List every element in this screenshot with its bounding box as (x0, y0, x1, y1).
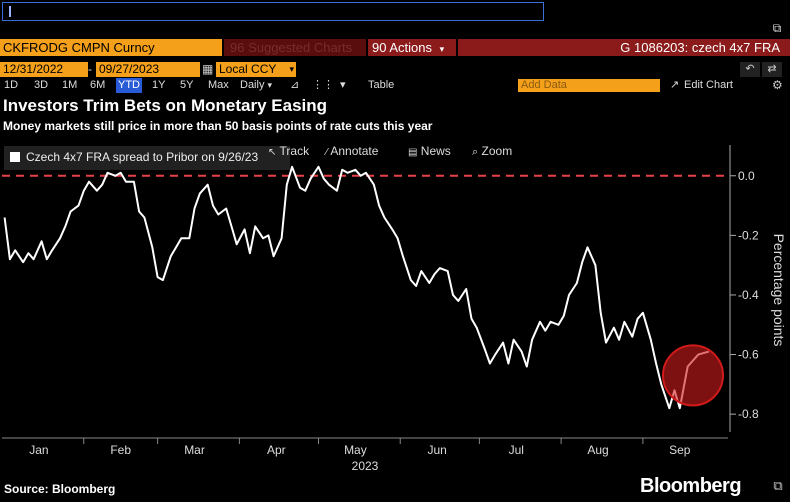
x-tick-label: Jul (509, 443, 524, 457)
period-1m[interactable]: 1M (62, 79, 78, 91)
frequency-label: Daily (240, 79, 265, 91)
annotate-tool[interactable]: ⁄ Annotate (326, 144, 378, 160)
x-tick-label: Mar (184, 443, 205, 457)
period-1y[interactable]: 1Y (152, 79, 166, 91)
period-5y[interactable]: 5Y (180, 79, 194, 91)
source-note: Source: Bloomberg (4, 482, 116, 496)
news-icon: ▤ (408, 147, 418, 158)
y-tick-label: -0.6 (738, 348, 759, 362)
y-tick-label: -0.8 (738, 407, 759, 421)
chevron-down-icon: ▾ (267, 80, 273, 90)
gear-icon[interactable]: ⚙ (772, 78, 783, 92)
x-axis-year-label: 2023 (352, 459, 379, 473)
redo-icon[interactable]: ⇄ (762, 62, 782, 77)
currency-label: Local CCY (219, 62, 277, 76)
period-max[interactable]: Max (208, 79, 229, 91)
chevron-down-icon: ▾ (439, 44, 445, 54)
actions-label: 90 Actions (372, 40, 432, 55)
legend-label: Czech 4x7 FRA spread to Pribor on 9/26/2… (26, 150, 259, 164)
news-tool[interactable]: ▤ News (408, 144, 451, 160)
cursor-icon: ↖ (268, 147, 277, 158)
chart-legend: Czech 4x7 FRA spread to Pribor on 9/26/2… (4, 146, 290, 170)
legend-swatch (10, 152, 20, 162)
highlight-circle (661, 344, 724, 407)
table-button[interactable]: Table (368, 79, 395, 91)
chevron-down-icon[interactable]: ▾ (340, 79, 346, 91)
start-date-field[interactable]: 12/31/2022 (0, 62, 88, 77)
popout-icon[interactable]: ⧉ (772, 21, 782, 35)
y-tick-label: -0.2 (738, 228, 759, 242)
x-tick-label: May (344, 443, 367, 457)
track-label: Track (279, 144, 310, 158)
track-tool[interactable]: ↖ Track (268, 144, 309, 160)
add-data-input[interactable]: Add Data (518, 79, 660, 92)
external-link-icon[interactable]: ⧉ (773, 478, 783, 493)
y-tick-label: -0.4 (738, 288, 759, 302)
actions-menu[interactable]: 90 Actions ▾ (368, 39, 456, 56)
zoom-tool[interactable]: ⌕ Zoom (472, 144, 512, 160)
period-6m[interactable]: 6M (90, 79, 106, 91)
bars-icon[interactable]: ⋮⋮ (312, 79, 334, 91)
frequency-select[interactable]: Daily ▾ (240, 78, 272, 93)
edit-chart-button[interactable]: Edit Chart (684, 79, 733, 91)
y-axis-label: Percentage points (771, 234, 787, 347)
bloomberg-logo: Bloomberg (640, 475, 742, 497)
pencil-icon: ⁄ (326, 147, 328, 158)
end-date-field[interactable]: 09/27/2023 (96, 62, 200, 77)
x-tick-label: Sep (669, 443, 691, 457)
x-tick-label: Feb (110, 443, 131, 457)
edit-chart-icon[interactable]: ↗ (670, 79, 680, 91)
period-3d[interactable]: 3D (34, 79, 49, 91)
currency-select[interactable]: Local CCY ▾ (216, 62, 296, 77)
chart-title: Investors Trim Bets on Monetary Easing (3, 96, 328, 115)
suggested-charts-button[interactable]: 96 Suggested Charts (224, 39, 366, 56)
ticker-field[interactable]: CKFRODG CMPN Curncy (0, 39, 222, 56)
search-icon: ⌕ (472, 146, 479, 158)
x-tick-label: Apr (267, 443, 286, 457)
undo-icon[interactable]: ↶ (740, 62, 760, 77)
x-tick-label: Jan (29, 443, 48, 457)
text-cursor (9, 6, 11, 17)
date-separator: - (88, 62, 92, 76)
annotate-label: Annotate (330, 144, 379, 158)
x-tick-label: Jun (427, 443, 446, 457)
y-tick-label: 0.0 (738, 169, 755, 183)
calendar-icon[interactable]: ▦ (202, 62, 214, 76)
chart-subtitle: Money markets still price in more than 5… (3, 119, 433, 133)
news-label: News (420, 144, 451, 158)
series-line (3, 165, 710, 410)
zoom-label: Zoom (481, 144, 513, 158)
chevron-down-icon: ▾ (289, 64, 294, 74)
period-ytd[interactable]: YTD (116, 78, 142, 93)
line-style-icon[interactable]: ⊿ (290, 79, 300, 91)
period-1d[interactable]: 1D (4, 79, 19, 91)
x-tick-label: Aug (587, 443, 608, 457)
command-line-input[interactable] (2, 2, 544, 21)
undo-redo: ↶ ⇄ (740, 62, 786, 77)
graph-title: G 1086203: czech 4x7 FRA (458, 39, 790, 56)
